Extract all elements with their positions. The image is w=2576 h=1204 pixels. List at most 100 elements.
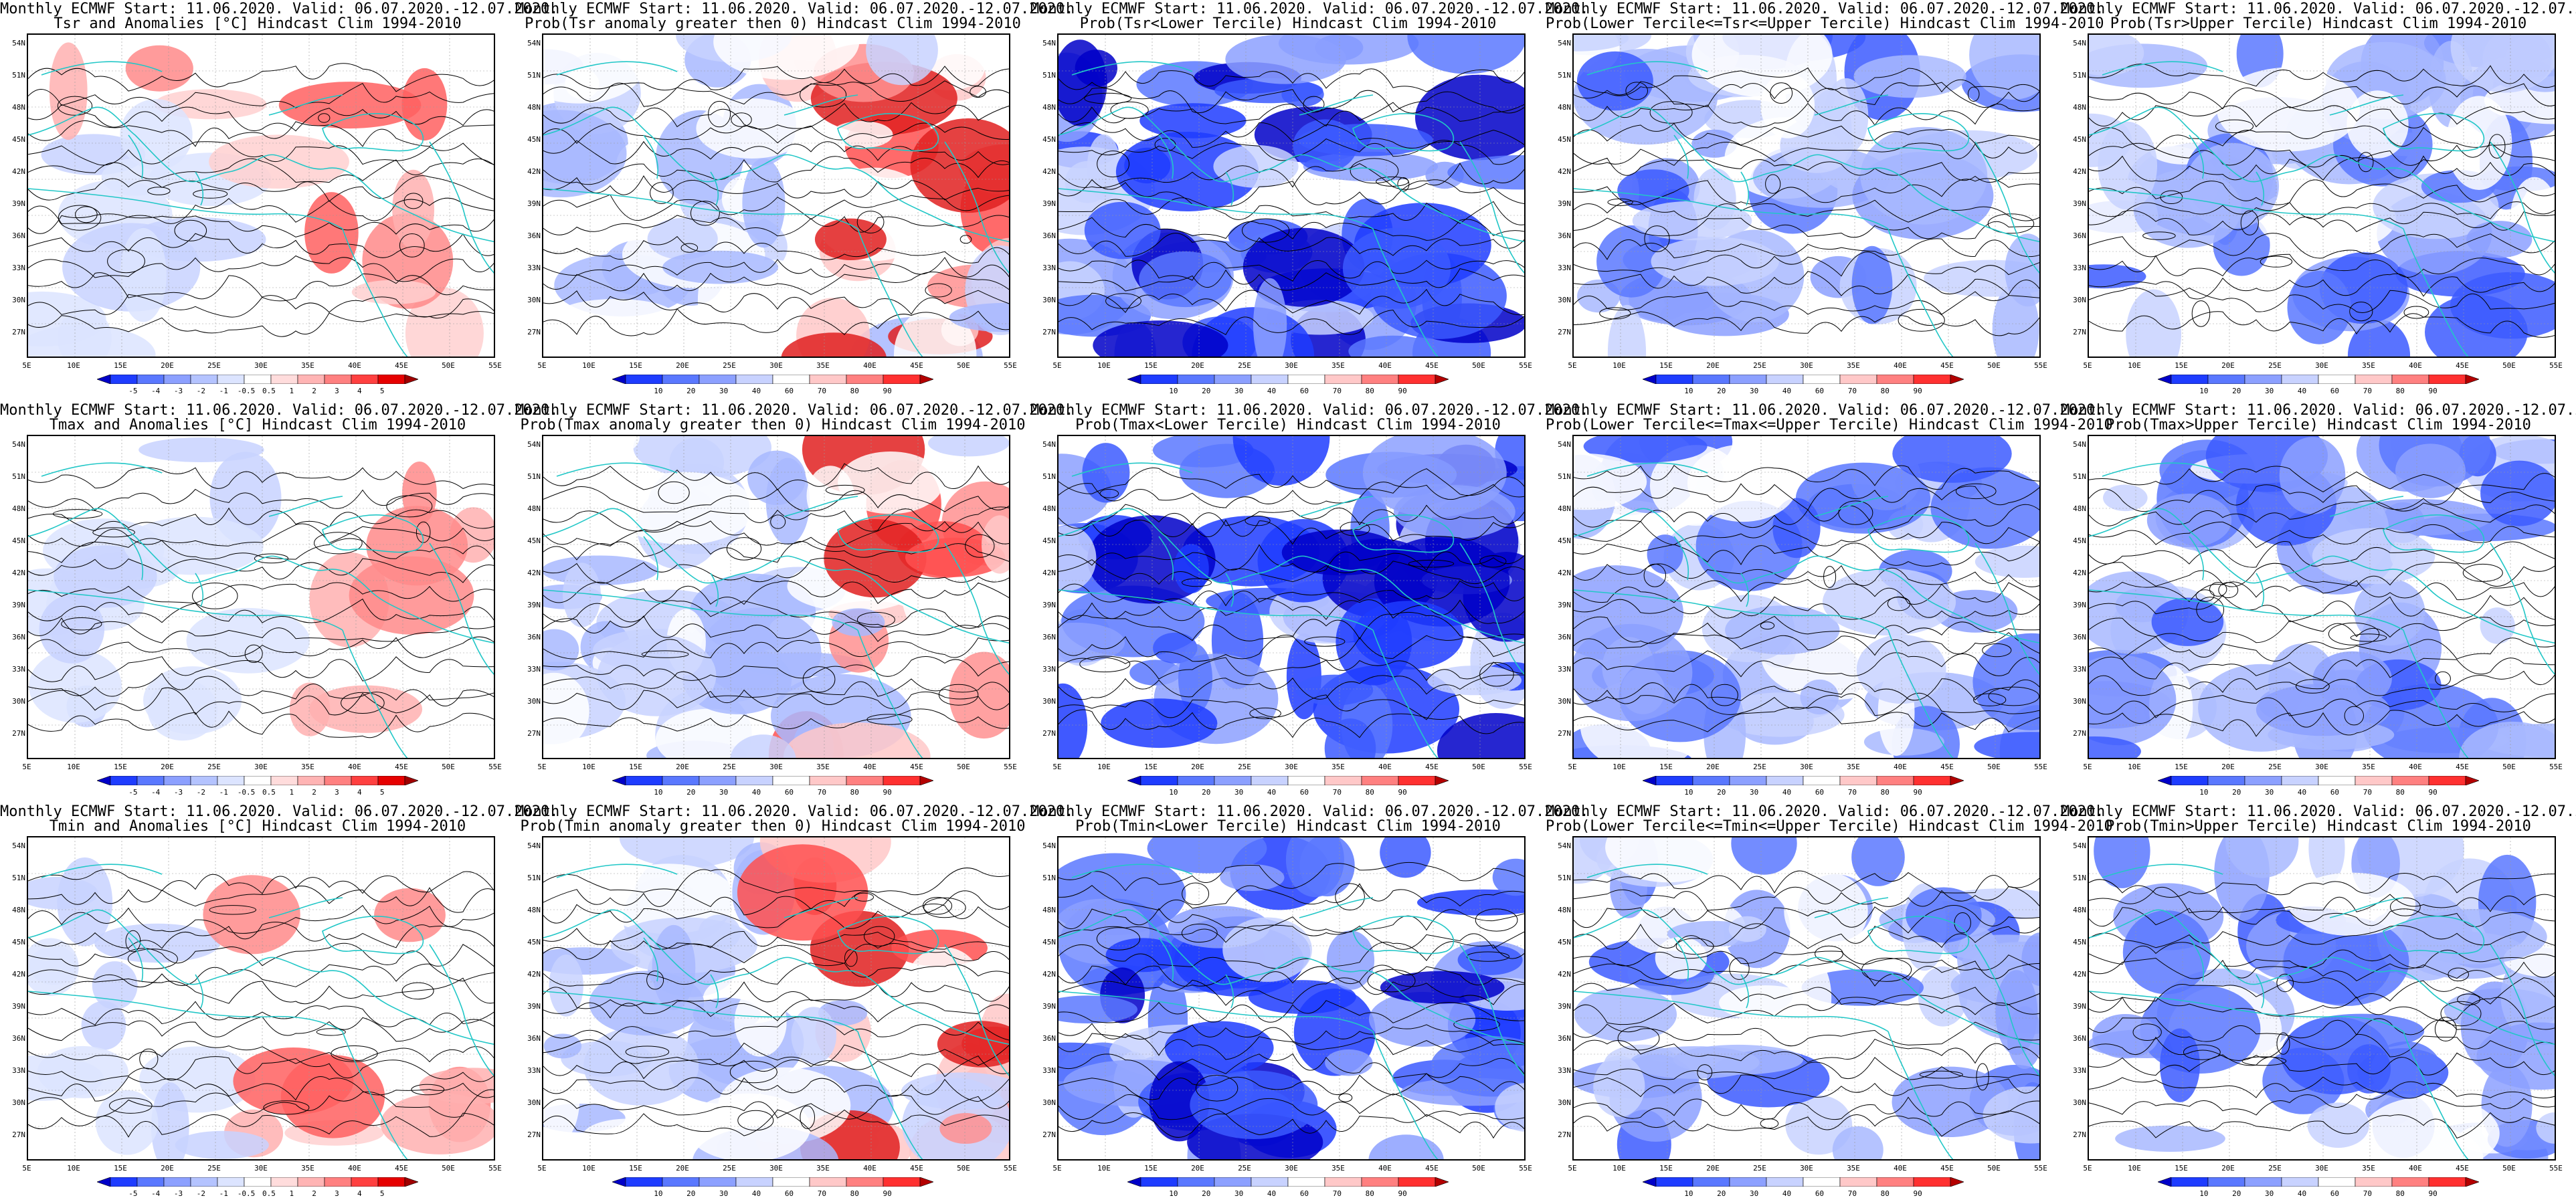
lon-label: 15E bbox=[1144, 763, 1158, 771]
colorbar-label: -2 bbox=[196, 387, 205, 395]
lat-label: 30N bbox=[1558, 1098, 1571, 1107]
colorbar-arrow bbox=[1127, 776, 1141, 785]
colorbar-label: 40 bbox=[751, 788, 761, 797]
shading-patch bbox=[2371, 1041, 2442, 1099]
coastline bbox=[1459, 542, 1524, 675]
isotherm-contour bbox=[2260, 256, 2293, 268]
isotherm-contour bbox=[1861, 957, 1912, 982]
lon-label: 10E bbox=[2128, 361, 2141, 370]
lon-label: 50E bbox=[957, 763, 970, 771]
coastline bbox=[857, 629, 923, 758]
colorbar-arrow bbox=[1950, 776, 1964, 785]
isotherm-contour bbox=[1059, 233, 1524, 257]
lon-label: 15E bbox=[629, 361, 642, 370]
isotherm-contour bbox=[28, 636, 494, 658]
colorbar-label: 70 bbox=[2363, 387, 2372, 395]
map-panel-1-3: Monthly ECMWF Start: 11.06.2020. Valid: … bbox=[1546, 401, 2113, 803]
shading-patch bbox=[2091, 524, 2130, 571]
isotherm-contour bbox=[2183, 1044, 2221, 1060]
colorbar-segment bbox=[2391, 1177, 2429, 1187]
lon-label: 45E bbox=[1940, 361, 1954, 370]
isotherm-contour bbox=[1574, 122, 2039, 146]
colorbar-label: 40 bbox=[2297, 1189, 2307, 1198]
colorbar-label: 90 bbox=[883, 788, 892, 797]
lon-label: 25E bbox=[2268, 361, 2282, 370]
lat-label: 36N bbox=[12, 633, 25, 641]
isotherm-contour bbox=[543, 1077, 1009, 1102]
coastline bbox=[1586, 864, 1708, 878]
shading-patch bbox=[838, 452, 943, 514]
isotherm-contour bbox=[1643, 563, 1667, 587]
panel-title-line2: Prob(Tmin>Upper Tercile) Hindcast Clim 1… bbox=[2106, 818, 2531, 835]
isotherm-contour bbox=[1059, 611, 1524, 641]
isotherm-contour bbox=[543, 1094, 1009, 1120]
lat-label: 48N bbox=[1558, 504, 1571, 513]
colorbar-label: 1 bbox=[289, 788, 294, 797]
isotherm-contour bbox=[1574, 178, 2039, 205]
colorbar-label: 40 bbox=[1267, 387, 1277, 395]
panel-title-line2: Tmax and Anomalies [°C] Hindcast Clim 19… bbox=[49, 417, 466, 433]
coastline bbox=[1071, 61, 1193, 76]
panel-title-line2: Prob(Lower Tercile<=Tmax<=Upper Tercile)… bbox=[1546, 417, 2113, 433]
shading-patch bbox=[1832, 1126, 1883, 1159]
isotherm-contour bbox=[28, 656, 494, 682]
coastline bbox=[28, 589, 343, 631]
lat-label: 48N bbox=[1558, 906, 1571, 914]
isotherm-contour bbox=[2089, 710, 2555, 737]
colorbar-segment bbox=[1766, 776, 1804, 785]
lon-label: 10E bbox=[1613, 361, 1626, 370]
lon-label: 25E bbox=[207, 361, 221, 370]
lat-label: 48N bbox=[527, 504, 541, 513]
coastline bbox=[128, 937, 144, 982]
colorbar-label: 30 bbox=[2265, 387, 2274, 395]
coastline bbox=[1372, 228, 1439, 357]
coastline bbox=[2256, 974, 2264, 1009]
colorbar-segment bbox=[1803, 776, 1841, 785]
coastline bbox=[1574, 508, 2039, 643]
coastline bbox=[1459, 141, 1524, 274]
isotherm-contour bbox=[737, 1110, 774, 1131]
isotherm-contour bbox=[625, 1045, 670, 1058]
shading-patch bbox=[1892, 436, 2012, 483]
coastline bbox=[2383, 514, 2485, 553]
colorbar-label: 60 bbox=[784, 788, 794, 797]
coastline bbox=[1059, 106, 1524, 242]
coastline bbox=[1059, 991, 1374, 1032]
shading-patch bbox=[1105, 938, 1180, 973]
colorbar-label: -5 bbox=[128, 387, 138, 395]
lat-label: 33N bbox=[1558, 264, 1571, 272]
isotherm-contour bbox=[1770, 82, 1793, 104]
isotherm-contour bbox=[61, 617, 102, 631]
lat-label: 27N bbox=[2073, 729, 2086, 738]
shading-patch bbox=[2092, 1014, 2159, 1059]
lat-label: 27N bbox=[527, 328, 541, 336]
colorbar-segment bbox=[1140, 375, 1178, 384]
coastline bbox=[784, 897, 858, 918]
isotherm-contour bbox=[543, 257, 1009, 278]
colorbar-label: 90 bbox=[1398, 387, 1407, 395]
lat-label: 45N bbox=[1042, 536, 1056, 545]
colorbar-label: 30 bbox=[1750, 387, 1759, 395]
isotherm-contour bbox=[2089, 670, 2555, 696]
colorbar-label: 60 bbox=[2330, 1189, 2340, 1198]
colorbar-segment bbox=[809, 776, 847, 785]
lat-label: 27N bbox=[1558, 1130, 1571, 1139]
coastline bbox=[1059, 909, 1524, 1045]
coastline bbox=[342, 629, 408, 758]
coastline bbox=[543, 909, 1009, 1045]
coastline bbox=[1158, 536, 1174, 581]
lat-label: 42N bbox=[527, 167, 541, 176]
isotherm-contour bbox=[1397, 177, 1410, 192]
lat-label: 27N bbox=[1042, 729, 1056, 738]
coastline bbox=[1888, 228, 1954, 357]
isotherm-contour bbox=[2089, 254, 2555, 278]
lon-label: 50E bbox=[2502, 1164, 2516, 1173]
isotherm-contour bbox=[2089, 925, 2555, 948]
isotherm-contour bbox=[2089, 873, 2555, 898]
shading-patch bbox=[1380, 837, 1431, 878]
colorbar-label: 30 bbox=[1234, 788, 1244, 797]
lat-label: 48N bbox=[1042, 504, 1056, 513]
lon-label: 35E bbox=[1331, 763, 1345, 771]
lon-label: 25E bbox=[723, 1164, 736, 1173]
shading-patch bbox=[633, 436, 771, 478]
